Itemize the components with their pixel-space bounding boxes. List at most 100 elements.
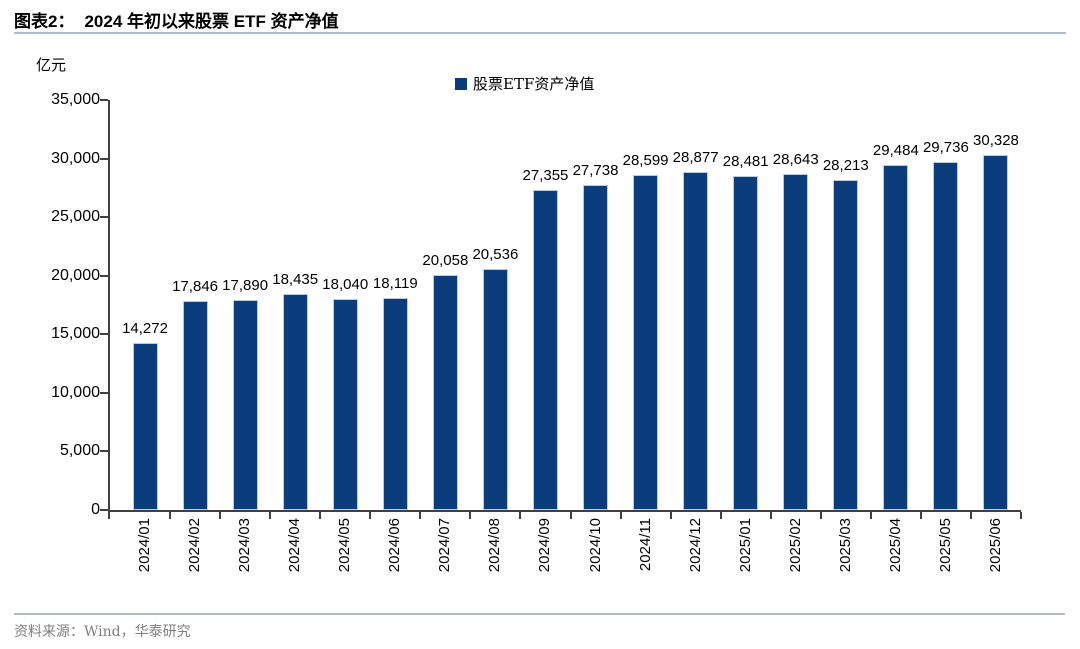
y-axis-tick <box>100 157 108 160</box>
bar-value-label: 28,481 <box>722 153 769 171</box>
y-axis-line <box>108 100 110 512</box>
bar-value-label: 29,736 <box>922 138 969 156</box>
x-axis-tick <box>169 512 172 519</box>
bar-value-label: 28,213 <box>822 156 869 174</box>
bar-value-label: 28,643 <box>772 151 819 169</box>
x-axis-tick-label: 2025/05 <box>936 518 954 573</box>
y-axis-unit-label: 亿元 <box>36 56 67 74</box>
source-note: 资料来源：Wind，华泰研究 <box>14 624 191 640</box>
x-axis-tick <box>719 512 722 519</box>
bar-2024/07 <box>432 275 458 510</box>
bar-2025/03 <box>833 179 859 510</box>
x-axis-tick <box>269 512 272 519</box>
x-axis-tick <box>469 512 472 519</box>
x-axis-tick-label: 2024/04 <box>286 518 304 573</box>
y-axis-tick <box>100 509 108 511</box>
bar-2025/02 <box>783 174 809 510</box>
y-axis-tick <box>100 274 108 277</box>
x-axis-tick <box>319 512 322 519</box>
x-axis-tick-label: 2024/01 <box>136 518 154 573</box>
bar-2024/03 <box>232 300 258 510</box>
bar-value-label: 18,435 <box>272 271 319 289</box>
bar-2024/01 <box>132 342 158 510</box>
bar-2025/04 <box>883 164 909 510</box>
bar-value-label: 18,119 <box>372 274 418 292</box>
x-axis-tick <box>1020 512 1022 519</box>
x-axis-tick <box>419 512 422 519</box>
title-divider <box>14 32 1066 34</box>
y-axis-tick-label: 10,000 <box>51 383 100 401</box>
bar-2024/04 <box>282 294 308 510</box>
x-axis-tick <box>569 512 572 519</box>
x-axis-tick-label: 2024/07 <box>436 518 454 573</box>
bar-value-label: 28,877 <box>672 148 719 166</box>
bar-2024/12 <box>683 171 709 510</box>
y-axis-tick <box>100 450 108 453</box>
x-axis-tick-label: 2024/10 <box>586 518 604 573</box>
x-axis-tick <box>519 512 522 519</box>
bar-2025/01 <box>733 176 759 510</box>
y-axis-tick-label: 20,000 <box>51 266 100 284</box>
x-axis-tick-label: 2025/03 <box>836 518 854 573</box>
bar-value-label: 30,328 <box>973 131 1019 149</box>
bar-value-label: 28,599 <box>622 151 669 169</box>
y-axis-tick <box>100 216 108 219</box>
chart-legend: 股票ETF资产净值 <box>455 73 594 94</box>
x-axis-tick-label: 2024/06 <box>386 518 404 573</box>
y-axis-tick-label: 0 <box>91 501 100 518</box>
bar-value-label: 17,890 <box>222 277 269 295</box>
figure-title: 图表2： 2024 年初以来股票 ETF 资产净值 <box>14 7 339 32</box>
x-axis-tick-label: 2025/02 <box>786 518 804 573</box>
figure-title-text: 2024 年初以来股票 ETF 资产净值 <box>84 12 339 31</box>
bar-2024/02 <box>182 300 208 510</box>
y-axis-tick-label: 25,000 <box>51 208 100 226</box>
bar-value-label: 18,040 <box>322 275 369 293</box>
x-axis-tick <box>108 512 110 519</box>
bar-value-label: 20,536 <box>472 246 519 264</box>
x-axis-tick <box>619 512 622 519</box>
x-axis-tick-label: 2024/08 <box>486 518 504 573</box>
x-axis-tick-label: 2024/12 <box>686 518 704 573</box>
x-axis-line <box>108 510 1021 512</box>
bar-2024/08 <box>482 269 508 510</box>
bar-2025/06 <box>983 154 1009 510</box>
x-axis-tick-label: 2024/11 <box>636 518 654 572</box>
bar-value-label: 29,484 <box>872 141 919 159</box>
y-axis-tick <box>100 333 108 336</box>
legend-swatch-icon <box>455 77 467 90</box>
x-axis-tick <box>369 512 372 519</box>
bar-2024/11 <box>633 174 659 510</box>
y-axis-tick-label: 30,000 <box>51 149 100 167</box>
x-axis-tick <box>819 512 822 519</box>
bar-value-label: 20,058 <box>422 252 469 270</box>
bar-2024/10 <box>583 185 609 510</box>
y-axis-tick-label: 15,000 <box>51 325 100 343</box>
bar-2024/09 <box>532 189 558 510</box>
x-axis-tick-label: 2024/09 <box>536 518 554 573</box>
y-axis-tick-label: 35,000 <box>51 91 100 108</box>
bar-value-label: 14,272 <box>122 319 168 337</box>
x-axis-tick-label: 2025/06 <box>986 518 1004 573</box>
x-axis-tick <box>669 512 672 519</box>
x-axis-tick-label: 2025/04 <box>886 518 904 573</box>
x-axis-tick-label: 2024/05 <box>336 518 354 573</box>
x-axis-tick-label: 2024/02 <box>186 518 204 573</box>
legend-label: 股票ETF资产净值 <box>473 75 595 93</box>
x-axis-tick <box>919 512 922 519</box>
x-axis-tick <box>219 512 222 519</box>
x-axis-tick <box>869 512 872 519</box>
x-axis-tick <box>969 512 972 519</box>
bar-2024/05 <box>332 298 358 510</box>
x-axis-tick-label: 2024/03 <box>236 518 254 573</box>
y-axis-tick <box>100 391 108 394</box>
bar-2024/06 <box>382 297 408 510</box>
bar-value-label: 17,846 <box>172 277 219 295</box>
bar-value-label: 27,355 <box>522 166 569 184</box>
bar-2025/05 <box>933 161 959 510</box>
bar-value-label: 27,738 <box>572 162 619 180</box>
figure-label: 图表2： <box>14 12 75 31</box>
footer-divider <box>14 613 1065 615</box>
x-axis-tick <box>769 512 772 519</box>
y-axis-tick-label: 5,000 <box>59 442 100 460</box>
